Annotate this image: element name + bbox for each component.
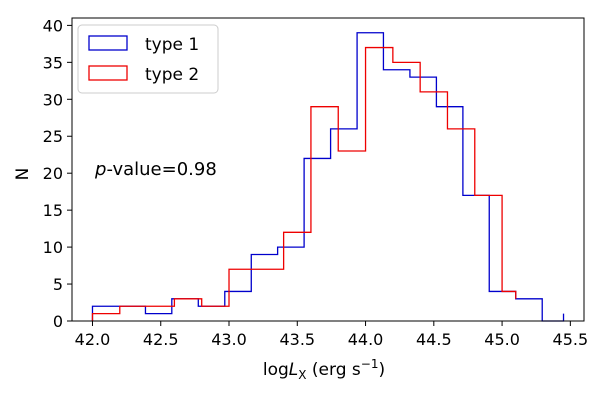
x-tick-label: 43.0 — [211, 330, 247, 349]
series-layer — [91, 32, 565, 322]
legend-swatch-type-1 — [88, 35, 128, 51]
x-tick-label: 44.5 — [416, 330, 452, 349]
histogram-series-type-1 — [91, 32, 565, 322]
x-tick-label: 45.5 — [553, 330, 589, 349]
y-tick-label: 15 — [43, 201, 63, 220]
legend-swatch-type-2 — [88, 65, 128, 81]
y-tick-label: 10 — [43, 238, 63, 257]
x-tick-label: 42.5 — [143, 330, 179, 349]
p-value-p: p — [94, 159, 106, 180]
y-tick-label: 0 — [53, 312, 63, 331]
p-value-annotation: p-value=0.98 — [94, 159, 217, 180]
y-tick-label: 30 — [43, 90, 63, 109]
histogram-series-type-2 — [91, 46, 517, 321]
y-axis: 0 5 10 15 20 25 30 35 40 — [43, 16, 72, 331]
x-axis-label-exp: −1 — [361, 357, 379, 371]
y-axis-label: N — [13, 168, 33, 181]
x-axis-label-units: (erg s — [307, 360, 361, 380]
y-tick-label: 20 — [43, 164, 63, 183]
x-axis-label-prefix: log — [263, 360, 289, 380]
axes-frame — [71, 17, 585, 322]
legend-label-type-2: type 2 — [145, 65, 199, 85]
x-axis-label-sub: X — [298, 368, 306, 382]
x-axis-label-close: ) — [378, 360, 385, 380]
y-tick-label: 40 — [43, 16, 63, 35]
legend-box — [77, 24, 219, 94]
legend-label-type-1: type 1 — [145, 35, 199, 55]
x-tick-label: 42.0 — [75, 330, 111, 349]
x-tick-label: 45.0 — [484, 330, 520, 349]
x-axis-label-var: L — [289, 360, 298, 380]
p-value-text: -value=0.98 — [106, 159, 216, 180]
x-tick-label: 44.0 — [348, 330, 384, 349]
y-tick-label: 25 — [43, 127, 63, 146]
x-axis-label: logLX (erg s−1) — [263, 357, 385, 382]
x-tick-label: 43.5 — [279, 330, 315, 349]
y-tick-label: 35 — [43, 53, 63, 72]
x-axis: 42.0 42.5 43.0 43.5 44.0 44.5 45.0 45.5 — [75, 321, 588, 349]
legend: type 1 type 2 — [77, 24, 219, 94]
y-tick-label: 5 — [53, 275, 63, 294]
